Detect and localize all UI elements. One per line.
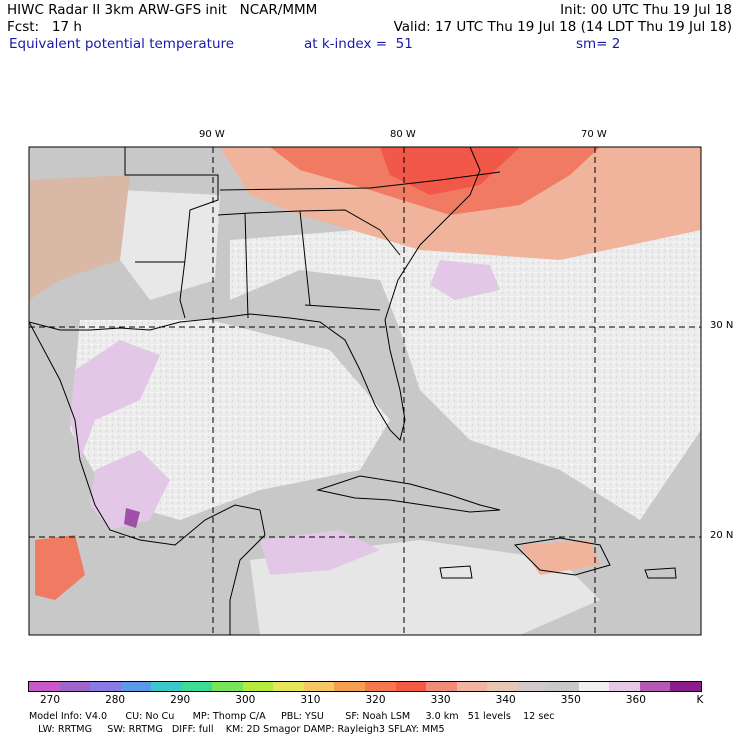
- mexico-coastline: [29, 321, 266, 546]
- colorbar-label: K: [696, 694, 704, 706]
- state-borders-gulf: [244, 210, 381, 319]
- colorbar-swatch: [548, 682, 579, 691]
- colorbar-swatch: [639, 682, 671, 691]
- colorbar-swatch: [365, 682, 396, 691]
- colorbar-label: 280: [105, 694, 126, 706]
- plot-title: HIWC Radar II 3km ARW-GFS init NCAR/MMM: [7, 2, 318, 18]
- colorbar-label: 350: [560, 694, 581, 706]
- lon-label-90w: 90 W: [199, 129, 225, 140]
- smoothing-label: sm= 2: [576, 36, 621, 52]
- colorbar-swatch: [120, 682, 152, 691]
- colorbar-swatch: [456, 682, 488, 691]
- atlantic-purple-patch: [430, 260, 500, 300]
- atlantic-light-field: [230, 180, 701, 520]
- init-time: Init: 00 UTC Thu 19 Jul 18: [560, 2, 732, 18]
- colorbar-label: 360: [625, 694, 646, 706]
- colorbar-swatch: [334, 682, 366, 691]
- bay-purple-patch: [90, 450, 170, 530]
- puerto-rico-outline: [644, 567, 677, 579]
- field-name: Equivalent potential temperature: [9, 36, 235, 52]
- colorbar-swatch: [29, 682, 60, 691]
- lat-label-20n: 20 N: [710, 530, 734, 541]
- colorbar-swatch: [181, 682, 213, 691]
- colorbar-label: 290: [170, 694, 191, 706]
- lon-label-70w: 70 W: [581, 129, 607, 140]
- level-label: at k-index = 51: [304, 36, 413, 52]
- colorbar-label: 320: [365, 694, 386, 706]
- mexico-warm-field: [35, 535, 85, 600]
- hispaniola-warm-field: [520, 540, 600, 575]
- colorbar-swatch: [426, 682, 457, 691]
- hispaniola-outline: [513, 537, 611, 576]
- colorbar-swatch: [242, 682, 274, 691]
- colorbar-label: 300: [235, 694, 256, 706]
- forecast-hour: Fcst: 17 h: [7, 19, 82, 35]
- state-borders-west: [124, 147, 219, 319]
- colorbar-label: 270: [39, 694, 61, 706]
- map-frame: [28, 146, 702, 636]
- state-border-tn-nc: [219, 171, 501, 191]
- yucatan-coastline: [229, 534, 266, 635]
- us-coastline: [29, 147, 481, 441]
- inland-light-field: [120, 190, 220, 300]
- colorbar-swatch: [487, 682, 518, 691]
- colorbar-swatch: [517, 682, 549, 691]
- colorbar-swatch: [609, 682, 640, 691]
- colorbar-swatch: [59, 682, 91, 691]
- colorbar-swatch: [395, 682, 427, 691]
- jamaica-outline: [439, 565, 473, 579]
- colorbar-label: 330: [430, 694, 451, 706]
- colorbar-swatch: [212, 682, 243, 691]
- colorbar-label: 340: [495, 694, 516, 706]
- purple-max-cell: [124, 508, 140, 528]
- colorbar-swatch: [273, 682, 304, 691]
- lon-label-80w: 80 W: [390, 129, 416, 140]
- texas-warm-field: [29, 175, 130, 300]
- colorbar-swatch: [151, 682, 182, 691]
- model-info-line1: Model Info: V4.0 CU: No Cu MP: Thomp C/A…: [29, 711, 555, 722]
- colorbar-swatch: [90, 682, 121, 691]
- colorbar-swatch: [578, 682, 610, 691]
- gulf-purple-patch: [70, 340, 160, 460]
- valid-time: Valid: 17 UTC Thu 19 Jul 18 (14 LDT Thu …: [393, 19, 732, 35]
- lat-label-30n: 30 N: [710, 320, 734, 331]
- colorbar-swatch: [303, 682, 335, 691]
- colorbar-label: 310: [300, 694, 321, 706]
- model-info-line2: LW: RRTMG SW: RRTMG DIFF: full KM: 2D Sm…: [29, 724, 445, 735]
- colorbar: [28, 681, 702, 692]
- cuba-outline: [316, 475, 501, 513]
- colorbar-swatch: [670, 682, 702, 691]
- caribbean-purple-patch: [260, 530, 380, 575]
